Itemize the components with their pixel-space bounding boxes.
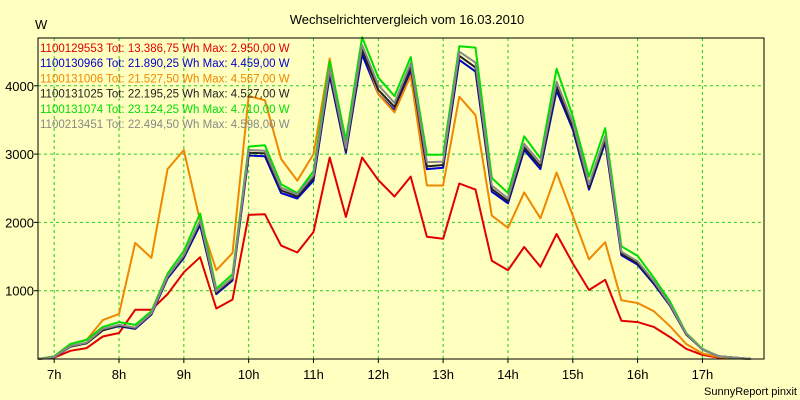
x-tick-label: 14h <box>497 367 519 382</box>
x-tick-label: 11h <box>303 367 324 382</box>
y-tick-label: 4000 <box>5 79 34 94</box>
legend-entry-1100129553: 1100129553 Tot: 13.386,75 Wh Max: 2.950,… <box>40 43 290 55</box>
y-axis-ticks: 1000 2000 3000 4000 <box>5 79 38 299</box>
series-line-1100129553 <box>37 156 752 360</box>
x-tick-label: 10h <box>238 367 260 382</box>
legend-entry-1100213451: 1100213451 Tot: 22.494,50 Wh Max: 4.598,… <box>40 119 290 131</box>
x-tick-label: 15h <box>562 367 584 382</box>
y-tick-label: 3000 <box>5 147 34 162</box>
y-tick-label: 2000 <box>5 215 34 230</box>
legend-entry-1100130966: 1100130966 Tot: 21.890,25 Wh Max: 4.459,… <box>40 58 290 70</box>
x-tick-label: 16h <box>627 367 649 382</box>
x-tick-label: 13h <box>432 367 454 382</box>
y-tick-label: 1000 <box>5 284 34 299</box>
x-tick-label: 7h <box>47 367 61 382</box>
legend-entry-1100131006: 1100131006 Tot: 21.527,50 Wh Max: 4.567,… <box>40 73 290 85</box>
x-axis-ticks: 7h 8h 9h 10h 11h 12h 13h 14h 15h 16h 17h <box>47 359 713 382</box>
legend-entry-1100131074: 1100131074 Tot: 23.124,25 Wh Max: 4.710,… <box>40 104 290 116</box>
x-tick-label: 17h <box>692 367 714 382</box>
legend-entry-1100131025: 1100131025 Tot: 22.195,25 Wh Max: 4.527,… <box>40 89 290 101</box>
x-tick-label: 8h <box>112 367 126 382</box>
x-tick-label: 12h <box>367 367 389 382</box>
y-axis-unit: W <box>35 17 48 32</box>
series-lines <box>37 36 752 360</box>
legend: 1100129553 Tot: 13.386,75 Wh Max: 2.950,… <box>40 43 290 131</box>
x-tick-label: 9h <box>177 367 191 382</box>
plot-frame <box>37 37 765 360</box>
series-line-1100131006 <box>37 46 752 360</box>
chart-title: Wechselrichtervergleich vom 16.03.2010 <box>290 12 525 27</box>
series-line-1100213451 <box>37 44 752 360</box>
footer-credit: SunnyReport pinxit <box>704 386 797 398</box>
